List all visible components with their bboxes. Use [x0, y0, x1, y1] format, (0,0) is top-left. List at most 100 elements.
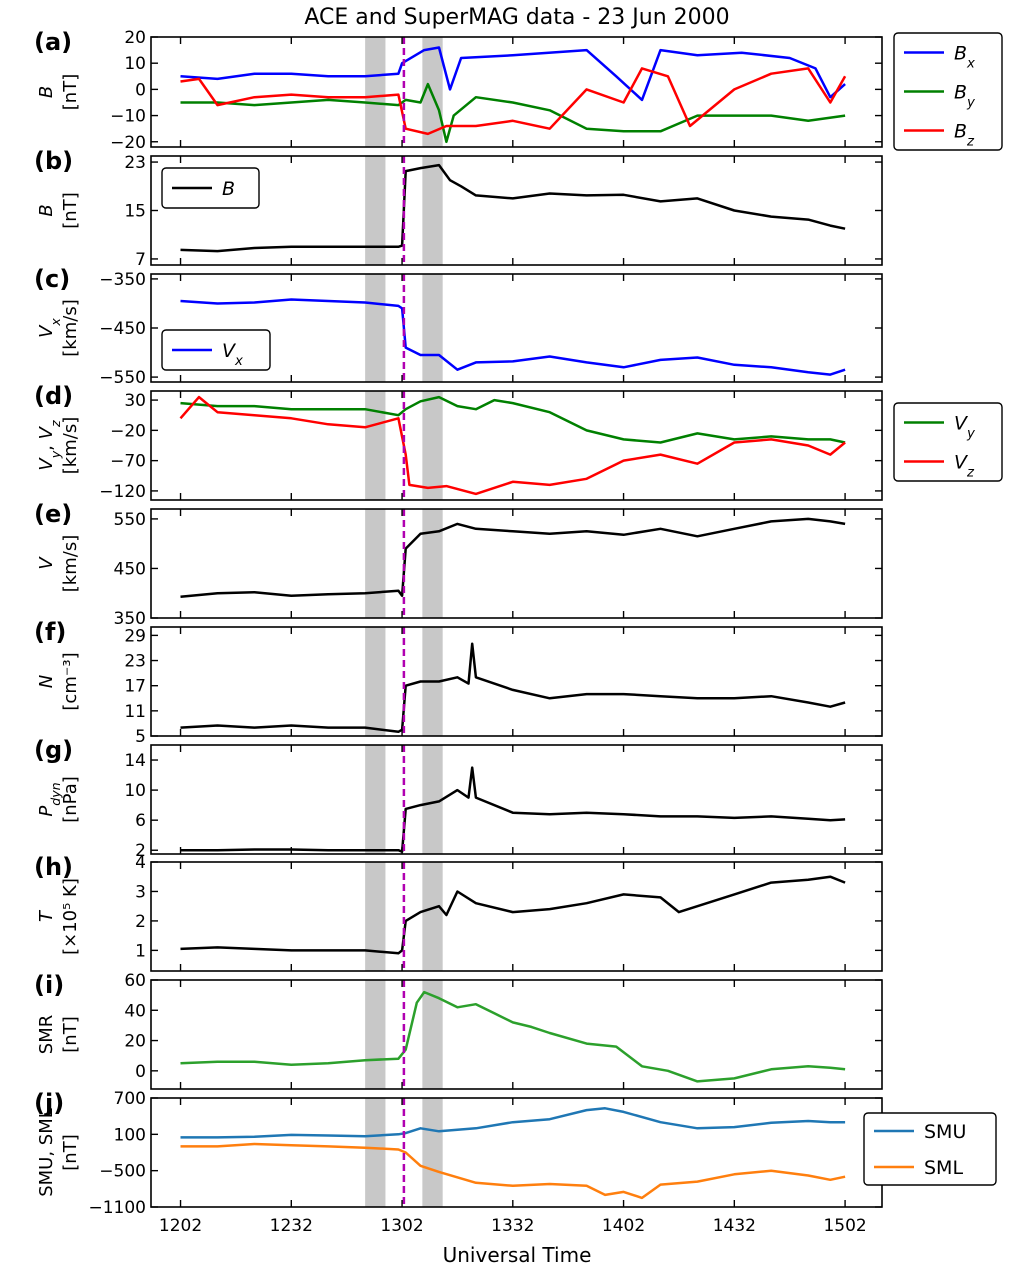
panel-c: −350−450−550(c)Vx[km/s] Vx: [34, 265, 883, 388]
panel-label: (a): [34, 28, 72, 56]
y-tick-label: 450: [114, 559, 146, 579]
y-tick-label: 23: [124, 153, 146, 173]
legend: B: [161, 167, 260, 209]
panel-j: 700 100 −500 −1100 1202 1232 1302 1332 1402 1432 1…: [34, 1089, 997, 1236]
y-tick-label: −500: [99, 1162, 146, 1182]
y-tick-label: −10: [110, 107, 146, 127]
y-tick-label: 2: [135, 841, 146, 861]
panel-label: (i): [34, 971, 64, 999]
legend-box: [893, 402, 1003, 482]
y-tick-label: 29: [124, 626, 146, 646]
panel-e: 550 450 350 (e) V [km/s]: [34, 500, 883, 629]
y-tick-label: 15: [124, 202, 146, 222]
axes-frame: [150, 744, 883, 855]
shaded-interval-1: [365, 156, 386, 265]
y-tick-label: 5: [135, 727, 146, 747]
y-tick-label: −1100: [88, 1198, 146, 1218]
y-axis-units: [nT]: [60, 74, 81, 110]
y-axis-units: [cm⁻³]: [60, 652, 81, 710]
y-tick-label: −350: [99, 270, 146, 290]
y-axis-label: T: [36, 909, 57, 922]
y-tick-label: 550: [114, 510, 146, 530]
panel-label: (f): [34, 618, 66, 646]
panel-label: (h): [34, 853, 73, 881]
panel-label: (e): [34, 500, 72, 528]
shaded-interval-2: [422, 156, 443, 265]
y-axis-units: [nT]: [60, 1016, 81, 1052]
axes-frame: [150, 36, 883, 148]
panel-g: 14 10 6 2 (g) Pdyn[nPa]: [34, 736, 883, 861]
series-line-p-dyn: [180, 766, 846, 853]
shaded-interval-1: [365, 509, 386, 618]
legend-entry: Bz: [954, 121, 975, 150]
legend-entry: Vy: [954, 413, 976, 442]
panel-d: 30 −20 −70 −120 (d) Vy, Vz[km/s] Vy Vz: [34, 382, 1003, 502]
shaded-interval-2: [422, 509, 443, 618]
legend-entry: Vx: [222, 340, 243, 369]
shaded-interval-1: [365, 980, 386, 1089]
y-tick-label: 3: [135, 882, 146, 902]
y-axis-units: [nPa]: [60, 776, 81, 823]
shaded-interval-2: [422, 745, 443, 854]
y-axis-units: [km/s]: [60, 299, 81, 356]
y-tick-label: −20: [110, 133, 146, 153]
axes-frame: [150, 861, 883, 972]
y-tick-label: 7: [135, 250, 146, 270]
y-tick-label: 30: [124, 391, 146, 411]
y-axis-label: B: [36, 86, 57, 98]
x-tick-label: 1402: [602, 1216, 645, 1236]
y-tick-label: 6: [135, 811, 146, 831]
panel-label: (j): [34, 1089, 64, 1117]
y-axis-label: Pdyn: [36, 782, 63, 816]
x-tick-label: 1332: [491, 1216, 534, 1236]
y-tick-label: −550: [99, 368, 146, 388]
y-tick-label: 700: [114, 1089, 146, 1109]
series-line-v: [180, 517, 846, 598]
legend: Vy Vz: [893, 402, 1003, 482]
series-line-sml: [180, 1142, 846, 1200]
y-axis-label: V: [36, 556, 57, 570]
legend: Vx: [161, 329, 271, 371]
series-line-b-y: [180, 82, 846, 144]
shaded-interval-1: [365, 1098, 386, 1207]
y-tick-label: 4: [135, 853, 146, 873]
axes-frame: [150, 1097, 883, 1208]
x-axis-label: Universal Time: [443, 1243, 592, 1267]
y-tick-label: 20: [124, 1032, 146, 1052]
axes-frame: [150, 979, 883, 1090]
series-line-smr: [180, 990, 846, 1083]
y-axis-units: [×10⁵ K]: [60, 878, 81, 955]
x-tick-label: 1302: [380, 1216, 423, 1236]
y-tick-label: −120: [99, 482, 146, 502]
panel-f: 29 23 17 11 5 (f) N [cm⁻³]: [34, 618, 883, 747]
series-line-b-z: [180, 67, 847, 136]
x-tick-label: 1502: [823, 1216, 866, 1236]
y-axis-label: SMU, SML: [36, 1108, 57, 1197]
legend: Bx By Bz: [893, 32, 1003, 151]
y-tick-label: 0: [135, 80, 146, 100]
y-tick-label: 1: [135, 941, 146, 961]
panel-label: (b): [34, 147, 73, 175]
series-line-v-y: [180, 395, 846, 444]
series-line-t: [180, 875, 846, 955]
y-tick-label: 14: [124, 751, 146, 771]
series-line-v-z: [179, 395, 846, 496]
y-axis-units: [km/s]: [60, 417, 81, 474]
shaded-interval-2: [422, 862, 443, 971]
panel-h: 4 3 2 1 (h) T [×10⁵ K]: [34, 853, 883, 972]
panel-label: (d): [34, 382, 73, 410]
y-tick-label: 0: [135, 1062, 146, 1082]
shaded-interval-1: [365, 391, 386, 500]
shaded-interval-1: [365, 274, 386, 382]
y-tick-label: 23: [124, 652, 146, 672]
y-tick-label: 2: [135, 912, 146, 932]
panel-label: (c): [34, 265, 70, 293]
axes-frame: [150, 390, 883, 501]
figure-title: ACE and SuperMAG data - 23 Jun 2000: [304, 5, 729, 30]
y-axis-label: Vx: [36, 318, 63, 338]
axes-frame: [150, 508, 883, 619]
shaded-interval-2: [422, 1098, 443, 1207]
